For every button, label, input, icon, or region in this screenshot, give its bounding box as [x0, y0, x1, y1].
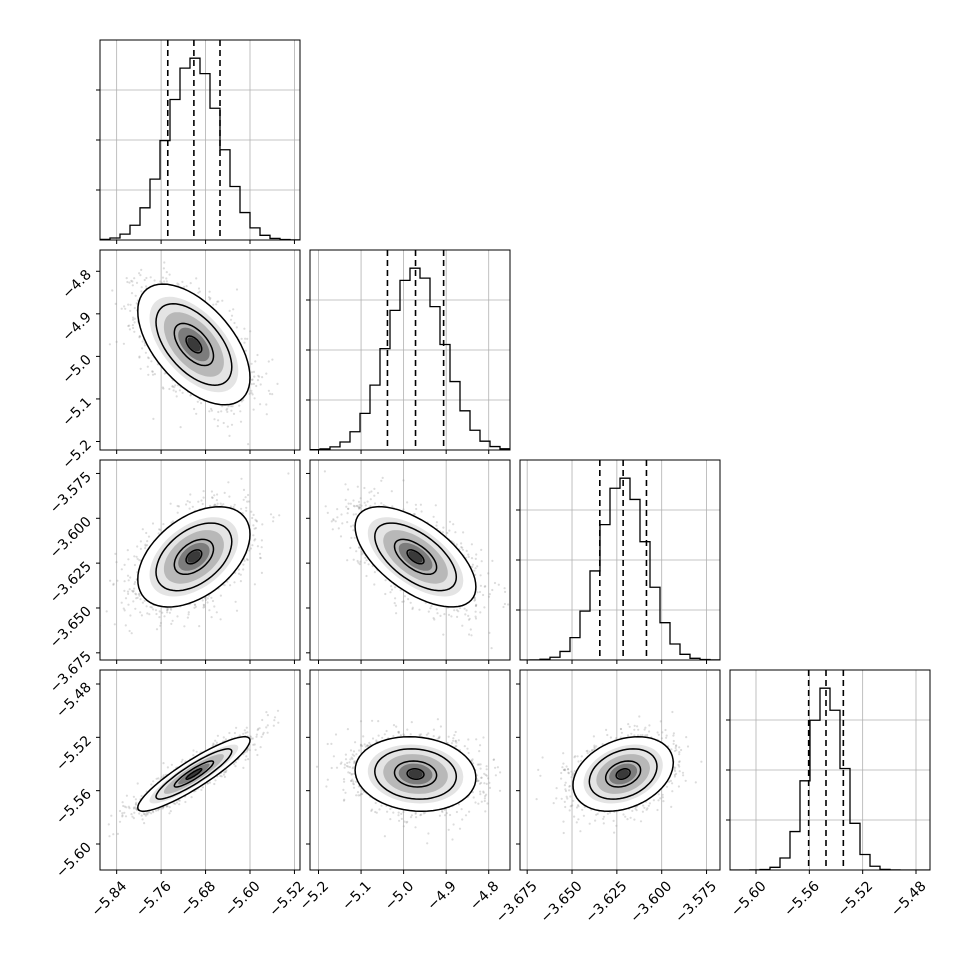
- histogram-panel-3: [516, 459, 721, 664]
- y-tick-label: −5.52: [53, 733, 95, 775]
- histogram-panel-4: −5.60 −5.56 −5.52 −5.48: [726, 669, 931, 920]
- histogram-steps: [730, 687, 930, 870]
- scatter-panel-4-1: −5.84 −5.76 −5.68 −5.60 −5.52−5.60−5.56−5.52…: [53, 669, 308, 920]
- contour-line: [374, 748, 458, 800]
- panel-frame: [99, 249, 301, 451]
- contour-line: [185, 768, 203, 780]
- contour-line: [173, 322, 215, 367]
- y-tick-label: −3.625: [47, 559, 95, 607]
- x-tick-label: −5.60: [222, 878, 264, 920]
- x-tick-label: −5.52: [835, 878, 877, 920]
- density-fill: [617, 769, 629, 779]
- x-tick-label: −5.2: [297, 878, 332, 913]
- contour-line: [173, 760, 215, 788]
- histogram-steps: [100, 57, 300, 240]
- panel-frame: [309, 669, 511, 871]
- x-tick-label: −5.48: [888, 878, 930, 920]
- x-tick-label: −3.575: [672, 878, 720, 926]
- x-tick-label: −4.8: [467, 878, 502, 913]
- contour-line: [137, 505, 251, 608]
- x-tick-label: −5.56: [781, 878, 823, 920]
- panel-frame: [99, 459, 301, 661]
- density-fill: [408, 769, 423, 779]
- contour-line: [173, 538, 215, 576]
- contour-line: [155, 522, 233, 592]
- y-tick-label: −3.575: [47, 469, 95, 517]
- contour-line: [155, 302, 233, 386]
- scatter-panel-3-2: [306, 459, 511, 664]
- y-tick-label: −5.0: [59, 352, 94, 387]
- x-tick-label: −3.650: [538, 878, 586, 926]
- contour-line: [155, 748, 233, 800]
- density-fill: [187, 337, 201, 352]
- y-tick-label: −5.2: [59, 437, 94, 472]
- x-tick-label: −3.675: [493, 878, 541, 926]
- contour-line: [393, 538, 438, 576]
- contour-line: [572, 735, 675, 813]
- panel-frame: [99, 669, 301, 871]
- y-tick-label: −3.600: [47, 514, 95, 562]
- y-tick-label: −5.1: [59, 394, 94, 429]
- x-tick-label: −5.60: [728, 878, 770, 920]
- x-tick-label: −5.0: [382, 878, 417, 913]
- x-tick-label: −4.9: [424, 878, 459, 913]
- density-fill: [187, 769, 201, 779]
- x-tick-label: −5.1: [339, 878, 374, 913]
- x-tick-label: −3.600: [627, 878, 675, 926]
- y-tick-label: −4.8: [59, 267, 94, 302]
- x-tick-label: −5.84: [89, 878, 131, 920]
- scatter-panel-4-3: −3.675−3.650−3.625−3.600−3.575: [493, 669, 721, 926]
- x-tick-label: −5.68: [178, 878, 220, 920]
- contour-line: [588, 748, 658, 800]
- panel-frame: [519, 669, 721, 871]
- contour-line: [354, 506, 477, 608]
- contour-line: [374, 522, 458, 592]
- density-fill: [187, 551, 201, 563]
- y-tick-label: −5.56: [53, 786, 95, 828]
- contour-line: [406, 549, 425, 565]
- y-tick-label: −3.650: [47, 603, 95, 651]
- contour-line: [185, 549, 203, 565]
- contour-line: [393, 760, 438, 788]
- y-tick-label: −4.9: [59, 309, 94, 344]
- density-fill: [408, 551, 423, 563]
- scatter-panel-2-1: −5.2 −5.1 −5.0 −4.9 −4.8: [59, 249, 301, 472]
- contour-line: [137, 283, 251, 406]
- contour-line: [406, 768, 425, 780]
- contour-line: [615, 768, 631, 780]
- histogram-panel-2: [306, 249, 511, 454]
- panel-frame: [309, 459, 511, 661]
- scatter-panel-3-1: −3.675−3.650−3.625−3.600−3.575: [47, 459, 301, 696]
- scatter-panel-4-2: −5.2 −5.1 −5.0 −4.9 −4.8: [297, 669, 511, 914]
- histogram-steps: [520, 477, 720, 660]
- x-tick-label: −3.625: [583, 878, 631, 926]
- y-tick-label: −5.60: [53, 840, 95, 882]
- histogram-steps: [310, 267, 510, 450]
- contour-line: [137, 736, 251, 812]
- contour-line: [604, 760, 642, 788]
- histogram-panel-1: [96, 39, 301, 244]
- contour-line: [185, 335, 203, 354]
- contour-line: [354, 735, 477, 813]
- x-tick-label: −5.76: [133, 878, 175, 920]
